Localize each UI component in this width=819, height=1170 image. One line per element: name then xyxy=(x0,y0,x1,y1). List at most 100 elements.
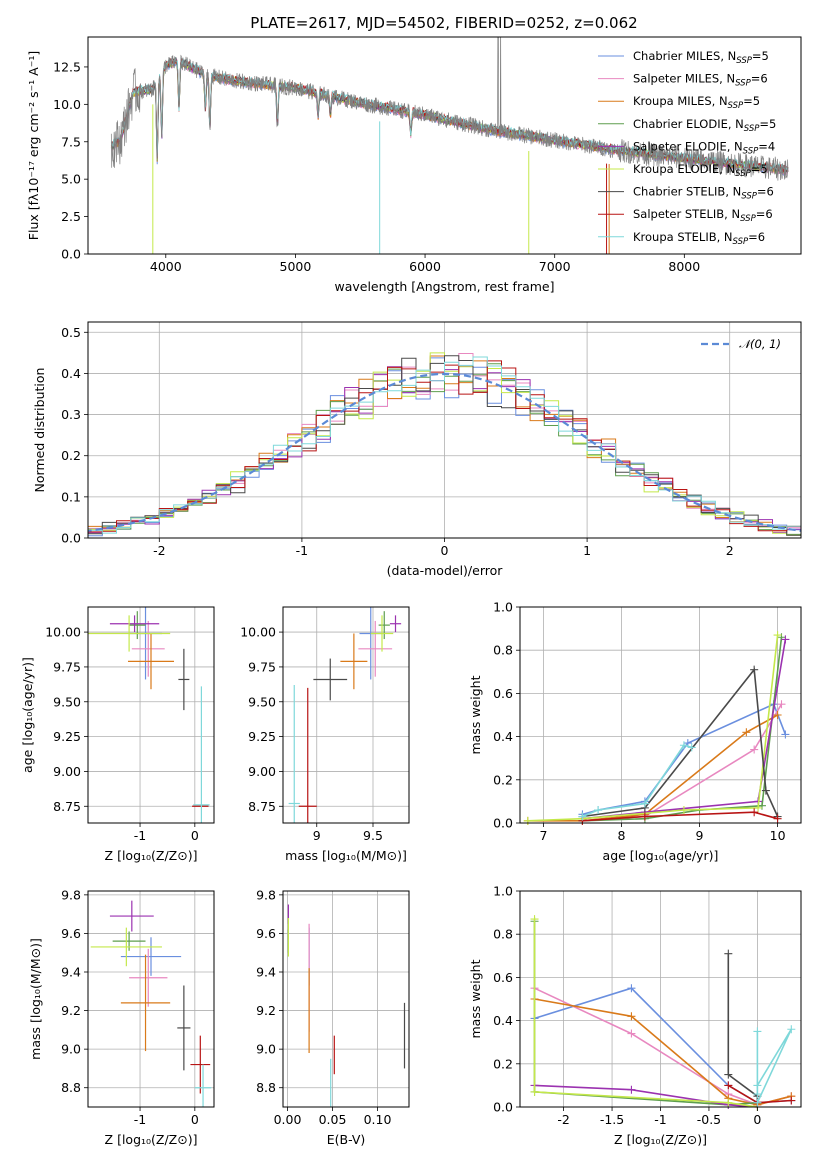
y-tick-label: 9.8 xyxy=(61,887,81,902)
y-tick-label: 1.0 xyxy=(493,600,513,615)
y-tick-label: 9.75 xyxy=(53,659,81,674)
weight-marker xyxy=(777,700,786,709)
weight-marker xyxy=(773,631,782,640)
x-axis-label: mass [log₁₀(M/M⊙)] xyxy=(285,848,407,863)
x-tick-label: 0.05 xyxy=(319,1112,347,1127)
weight-marker xyxy=(754,803,763,812)
weight-marker xyxy=(724,1070,733,1079)
x-tick-label: 2 xyxy=(726,543,734,558)
legend-label: Salpeter ELODIE, NSSP=4 xyxy=(633,139,775,156)
x-tick-label: 5000 xyxy=(280,259,312,274)
axes-frame xyxy=(87,606,215,824)
axes-group xyxy=(283,891,409,1107)
weight-marker xyxy=(627,1029,636,1038)
weight-series-line xyxy=(582,811,778,822)
y-tick-label: 0.6 xyxy=(493,686,513,701)
x-tick-label: 4000 xyxy=(150,259,182,274)
y-tick-label: 9.75 xyxy=(248,659,276,674)
axes-frame xyxy=(87,890,215,1108)
x-axis-label: age [log₁₀(age/yr)] xyxy=(603,848,719,863)
y-tick-label: 0.4 xyxy=(493,729,513,744)
weight-series-line xyxy=(533,919,758,1108)
weight-series-line xyxy=(756,1028,793,1104)
weight-marker xyxy=(679,806,688,815)
axes-front: 4000 5000 6000 7000 8000 0.0 2.5 5.0 7.5 10.0 12.5… xyxy=(26,36,802,294)
axes-front: 0.00 0.05 0.10 8.8 9.0 9.2 9.4 9.6 9.8 E(B-V) xyxy=(256,887,410,1147)
spectrum-legend: Chabrier MILES, NSSP=5 Salpeter MILES, NS… xyxy=(598,49,776,247)
axes-front: 9 9.5 8.75 9.00 9.25 9.50 9.75 10.00 mass [log₁₀… xyxy=(240,606,410,863)
plot-area xyxy=(523,631,790,825)
weight-marker xyxy=(627,1012,636,1021)
x-tick-label: 6000 xyxy=(409,259,441,274)
x-axis-label: (data-model)/error xyxy=(387,563,504,578)
normal-curve xyxy=(88,372,801,532)
x-axis-label: Z [log₁₀(Z/Z⊙)] xyxy=(614,1132,707,1147)
y-tick-label: 0.0 xyxy=(493,816,513,831)
y-tick-label: 9.4 xyxy=(61,965,81,980)
y-tick-label: 9.25 xyxy=(53,729,81,744)
weight-series-line xyxy=(534,1084,758,1108)
error-bars xyxy=(288,607,402,823)
y-tick-label: 5.0 xyxy=(61,172,81,187)
legend-label: Kroupa MILES, NSSP=5 xyxy=(633,94,760,111)
x-tick-label: 0 xyxy=(191,828,199,843)
weight-series-line xyxy=(533,921,758,1106)
x-tick-label: 0 xyxy=(753,1112,761,1127)
x-tick-label: 9.5 xyxy=(363,828,383,843)
axes-group xyxy=(520,606,801,824)
y-tick-label: 0.4 xyxy=(61,366,81,381)
axes-frame xyxy=(282,606,410,824)
weight-marker xyxy=(523,816,532,825)
axes-front: -2 -1 0 1 2 0.0 0.1 0.2 0.3 0.4 0.5 (data-model)/er… xyxy=(32,321,802,578)
axes-group xyxy=(520,890,801,1108)
mass-vs-metallicity-panel: -1 0 8.8 9.0 9.2 9.4 9.6 9.8 Z [log₁₀(Z/Z⊙)] mass… xyxy=(28,887,215,1147)
age-vs-metallicity-panel: -1 0 8.75 9.00 9.25 9.50 9.75 10.00 Z [log₁₀(Z/Z… xyxy=(20,606,215,863)
weight-marker xyxy=(724,1098,733,1107)
residuals-legend: 𝒩(0, 1) xyxy=(701,337,781,351)
weight-marker xyxy=(773,711,782,719)
axes-front: -2 -1.5 -1 -0.5 0 0.0 0.2 0.4 0.6 0.8 1.0 Z [log₁₀(… xyxy=(468,884,802,1147)
x-tick-label: -2 xyxy=(153,543,165,558)
x-tick-label: 0 xyxy=(191,1112,199,1127)
weight-series-line xyxy=(534,998,792,1106)
axes-frame xyxy=(87,36,802,255)
weight-marker xyxy=(594,806,603,815)
x-axis-label: E(B-V) xyxy=(327,1132,366,1147)
plot-area xyxy=(287,904,406,1107)
axes-group xyxy=(88,891,214,1107)
x-axis-label: Z [log₁₀(Z/Z⊙)] xyxy=(105,1132,198,1147)
x-tick-label: -2 xyxy=(557,1112,569,1127)
plot-area xyxy=(88,352,801,537)
weight-series-line xyxy=(582,744,692,818)
y-tick-label: 9.2 xyxy=(61,1003,81,1018)
x-tick-label: -1.5 xyxy=(600,1112,624,1127)
y-tick-label: 0.4 xyxy=(493,1013,513,1028)
weight-vs-age-panel: 7 8 9 10 0.0 0.2 0.4 0.6 0.8 1.0 age [log₁₀(age/yr… xyxy=(468,600,802,863)
y-axis-label: Flux [fλ10⁻¹⁷ erg cm⁻² s⁻¹ A⁻¹] xyxy=(26,51,41,240)
spectrum-title: PLATE=2617, MJD=54502, FIBERID=0252, z=0… xyxy=(250,14,637,32)
spectrum-panel: 4000 5000 6000 7000 8000 0.0 2.5 5.0 7.5 10.0 12.5… xyxy=(26,36,802,294)
weight-marker xyxy=(750,808,759,817)
y-tick-label: 9.6 xyxy=(61,926,81,941)
legend-label: Kroupa STELIB, NSSP=6 xyxy=(633,230,765,247)
y-tick-label: 9.4 xyxy=(256,965,276,980)
y-tick-label: 9.0 xyxy=(256,1042,276,1057)
legend-label: Chabrier MILES, NSSP=5 xyxy=(633,49,769,66)
y-tick-label: 9.00 xyxy=(53,764,81,779)
y-tick-label: 8.75 xyxy=(53,799,81,814)
weight-marker xyxy=(753,1090,762,1099)
y-tick-label: 10.00 xyxy=(45,625,81,640)
y-tick-label: 0.2 xyxy=(493,772,513,787)
x-tick-label: -0.5 xyxy=(697,1112,721,1127)
weight-marker xyxy=(627,1085,636,1094)
model-spectrum-line xyxy=(110,56,789,172)
histogram-step xyxy=(88,356,801,537)
x-axis-label: Z [log₁₀(Z/Z⊙)] xyxy=(105,848,198,863)
y-tick-label: 9.6 xyxy=(256,926,276,941)
y-tick-label: 12.5 xyxy=(53,59,81,74)
y-tick-label: 10.00 xyxy=(240,625,276,640)
weight-marker xyxy=(640,799,649,808)
y-tick-label: 0.8 xyxy=(493,643,513,658)
legend-label: Kroupa ELODIE, NSSP=5 xyxy=(633,162,768,179)
